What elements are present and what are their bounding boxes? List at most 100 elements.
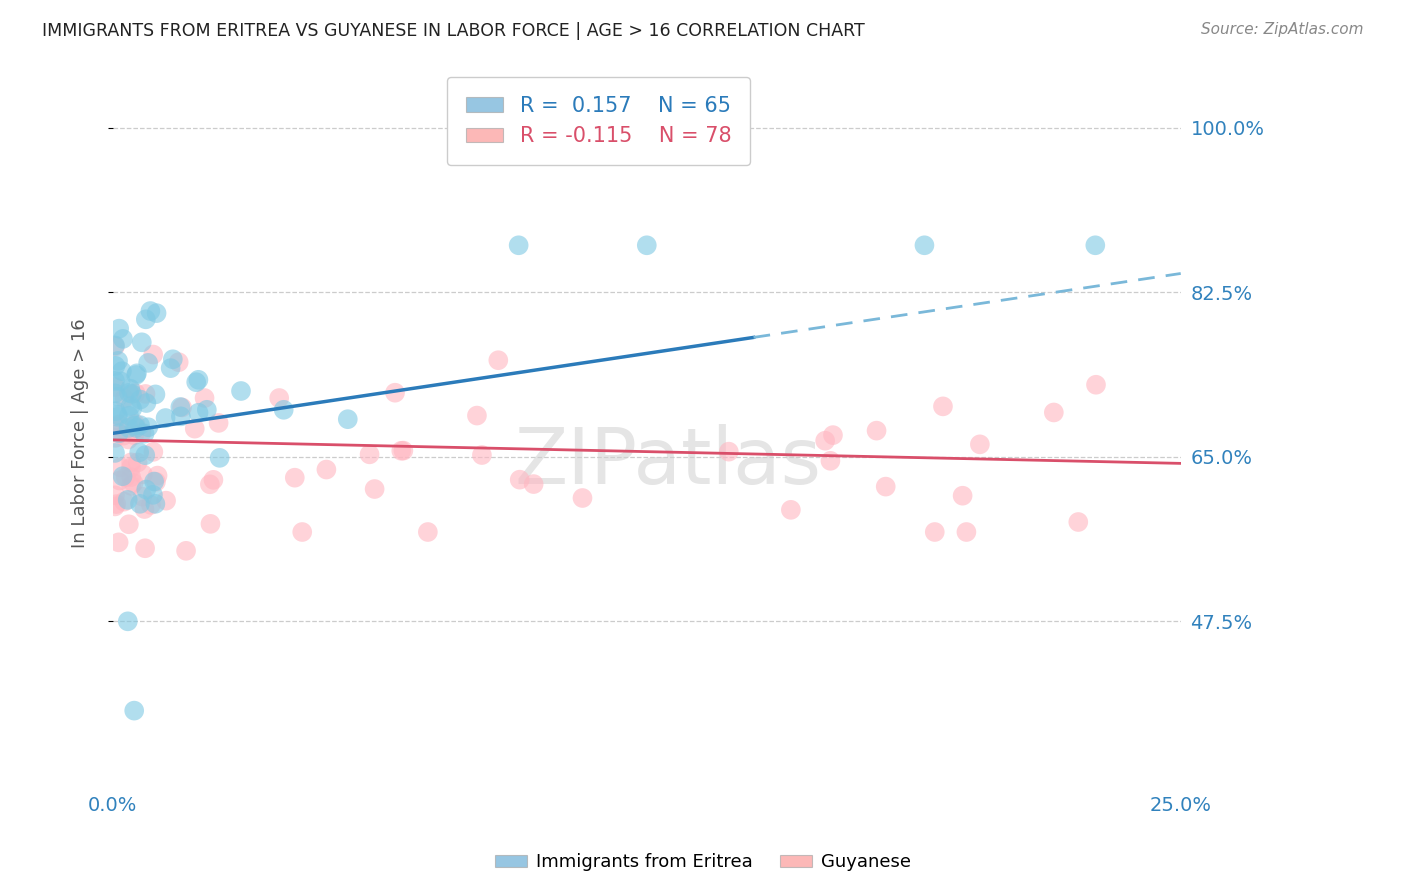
- Legend: R =  0.157    N = 65, R = -0.115    N = 78: R = 0.157 N = 65, R = -0.115 N = 78: [447, 77, 751, 165]
- Point: [359, 447, 381, 461]
- Point: [135, 312, 157, 326]
- Point: [118, 385, 141, 400]
- Point: [110, 460, 132, 475]
- Point: [486, 353, 509, 368]
- Point: [107, 354, 129, 368]
- Point: [104, 359, 127, 373]
- Point: [104, 386, 127, 401]
- Point: [107, 535, 129, 549]
- Point: [114, 470, 136, 484]
- Point: [1085, 377, 1108, 392]
- Point: [124, 417, 146, 431]
- Point: [131, 425, 153, 440]
- Point: [142, 445, 165, 459]
- Point: [108, 474, 131, 488]
- Point: [134, 541, 156, 556]
- Point: [124, 418, 146, 433]
- Point: [107, 390, 129, 404]
- Point: [200, 516, 222, 531]
- Point: [135, 396, 157, 410]
- Point: [104, 380, 127, 394]
- Point: [508, 238, 530, 252]
- Y-axis label: In Labor Force | Age > 16: In Labor Force | Age > 16: [72, 318, 89, 548]
- Point: [132, 467, 155, 482]
- Point: [104, 446, 127, 460]
- Point: [779, 503, 801, 517]
- Point: [389, 443, 412, 458]
- Point: [110, 374, 132, 388]
- Point: [129, 497, 152, 511]
- Point: [952, 489, 974, 503]
- Point: [416, 524, 439, 539]
- Point: [127, 456, 149, 470]
- Point: [104, 500, 127, 514]
- Point: [195, 402, 218, 417]
- Point: [155, 411, 177, 425]
- Point: [111, 332, 134, 346]
- Point: [509, 473, 531, 487]
- Point: [107, 408, 129, 422]
- Point: [202, 473, 225, 487]
- Point: [129, 418, 152, 433]
- Point: [145, 475, 167, 489]
- Point: [229, 384, 252, 398]
- Point: [146, 468, 169, 483]
- Point: [523, 477, 546, 491]
- Point: [139, 304, 162, 318]
- Point: [136, 420, 159, 434]
- Point: [128, 445, 150, 459]
- Point: [1043, 405, 1066, 419]
- Point: [104, 338, 127, 352]
- Point: [118, 409, 141, 423]
- Point: [269, 391, 291, 405]
- Point: [120, 399, 142, 413]
- Point: [363, 482, 385, 496]
- Point: [159, 361, 181, 376]
- Point: [969, 437, 991, 451]
- Point: [105, 497, 128, 511]
- Point: [111, 469, 134, 483]
- Point: [821, 428, 844, 442]
- Point: [134, 426, 156, 441]
- Point: [104, 431, 127, 445]
- Point: [112, 428, 135, 442]
- Point: [717, 444, 740, 458]
- Point: [932, 400, 955, 414]
- Point: [131, 490, 153, 504]
- Point: [104, 374, 127, 388]
- Point: [471, 448, 494, 462]
- Point: [170, 401, 193, 415]
- Point: [121, 401, 143, 416]
- Point: [924, 524, 946, 539]
- Point: [122, 704, 145, 718]
- Point: [117, 421, 139, 435]
- Point: [134, 502, 156, 516]
- Point: [145, 387, 167, 401]
- Text: Source: ZipAtlas.com: Source: ZipAtlas.com: [1201, 22, 1364, 37]
- Text: ZIPatlas: ZIPatlas: [515, 424, 821, 500]
- Point: [122, 476, 145, 491]
- Point: [170, 409, 193, 424]
- Point: [108, 321, 131, 335]
- Point: [125, 367, 148, 381]
- Point: [193, 391, 215, 405]
- Point: [114, 392, 136, 406]
- Point: [207, 416, 229, 430]
- Point: [120, 479, 142, 493]
- Point: [118, 517, 141, 532]
- Point: [107, 409, 129, 424]
- Point: [142, 347, 165, 361]
- Point: [145, 306, 167, 320]
- Point: [912, 238, 935, 252]
- Point: [121, 386, 143, 401]
- Point: [1084, 238, 1107, 252]
- Point: [117, 615, 139, 629]
- Point: [142, 488, 165, 502]
- Point: [186, 375, 208, 389]
- Point: [155, 493, 177, 508]
- Point: [184, 422, 207, 436]
- Point: [1067, 515, 1090, 529]
- Point: [143, 475, 166, 489]
- Point: [111, 364, 134, 378]
- Point: [107, 426, 129, 441]
